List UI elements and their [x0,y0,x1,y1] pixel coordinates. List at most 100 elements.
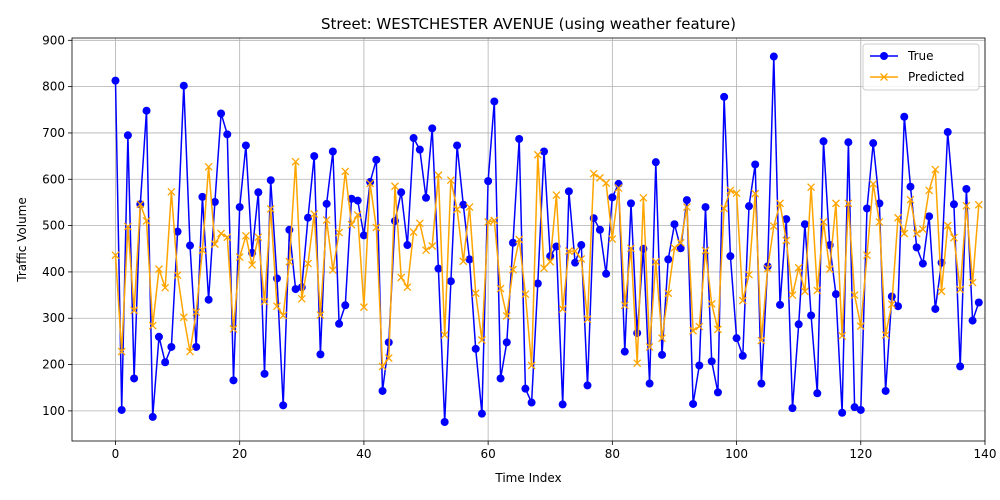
data-point-predicted [887,300,896,309]
data-point-true [434,264,443,273]
data-point-true [602,269,611,278]
data-point-true [540,147,549,156]
data-point-true [788,404,797,413]
data-point-predicted [583,315,592,324]
data-point-true [403,241,412,250]
data-point-true [589,214,598,223]
y-tick-label: 900 [42,33,65,47]
data-point-true [353,196,362,205]
data-point-predicted [161,283,170,292]
data-point-true [111,76,120,85]
data-point-predicted [645,343,654,351]
data-point-predicted [204,162,213,171]
data-point-predicted [409,228,418,237]
data-point-predicted [627,244,635,253]
data-point-predicted [558,305,567,313]
data-point-predicted [776,199,785,208]
data-point-predicted [720,204,729,213]
data-point-predicted [496,284,505,293]
data-point-true [701,203,710,212]
data-point-true [366,178,375,187]
data-point-true [142,106,151,115]
data-point-true [608,193,617,202]
data-point-true [626,199,635,208]
data-point-true [676,244,685,253]
data-point-true [800,220,809,229]
data-point-true [633,329,642,338]
data-point-true [813,389,822,398]
data-point-predicted [130,306,139,315]
data-point-predicted [956,285,965,294]
legend-marker [880,73,888,81]
data-point-predicted [241,231,250,240]
data-point-predicted [446,176,455,185]
data-point-predicted [912,229,921,238]
data-point-true [571,258,580,267]
data-point-true [471,344,480,353]
data-point-true [844,138,853,147]
data-point-true [161,358,170,367]
data-point-true [310,152,319,161]
data-point-true [477,409,486,418]
data-point-true [446,277,455,286]
data-point-predicted [359,303,368,312]
data-point-true [347,194,356,203]
data-point-true [192,342,201,351]
data-point-true [776,300,785,309]
data-point-predicted [217,229,226,238]
data-point-predicted [397,273,406,282]
data-point-predicted [918,225,927,234]
data-point-true [949,200,958,209]
x-tick-label: 80 [605,447,620,461]
data-point-true [956,362,965,371]
data-point-predicted [533,150,542,159]
data-point-predicted [471,289,480,298]
data-point-predicted [639,193,648,202]
data-point-true [465,255,474,264]
data-point-predicted [863,251,871,260]
data-point-predicted [527,361,536,370]
data-point-predicted [614,184,623,193]
data-point-predicted [353,210,362,219]
data-point-predicted [658,334,666,343]
data-point-true [645,379,654,388]
data-point-true [900,112,909,121]
data-point-predicted [391,182,399,191]
data-point-predicted [682,203,691,212]
data-point-predicted [210,240,219,249]
data-point-predicted [589,169,598,178]
y-tick-label: 800 [42,80,65,94]
data-point-predicted [291,157,300,166]
data-point-true [484,177,493,186]
data-point-true [397,188,406,197]
data-point-true [720,92,729,101]
data-point-predicted [707,299,716,308]
data-point-true [173,227,182,236]
data-point-predicted [844,199,853,208]
data-point-predicted [937,287,946,296]
data-point-true [807,311,816,320]
data-point-predicted [328,266,337,275]
series-line-true [114,56,980,423]
data-point-predicted [794,263,803,272]
data-point-true [906,182,915,191]
data-point-predicted [552,191,561,199]
data-point-true [508,238,517,247]
data-point-predicted [838,331,847,340]
data-point-true [651,158,660,167]
data-point-predicted [726,186,735,195]
data-point-true [272,274,281,283]
data-point-true [931,304,940,313]
data-point-true [422,193,431,202]
data-point-predicted [173,271,182,280]
data-point-true [577,241,586,250]
data-point-predicted [788,291,797,300]
x-tick-label: 0 [112,447,120,461]
data-point-true [583,381,592,390]
data-point-true [279,401,288,410]
data-point-predicted [651,257,660,266]
data-point-true [490,97,499,106]
data-point-predicted [974,200,983,209]
data-point-predicted [422,246,430,255]
data-point-true [223,130,232,139]
